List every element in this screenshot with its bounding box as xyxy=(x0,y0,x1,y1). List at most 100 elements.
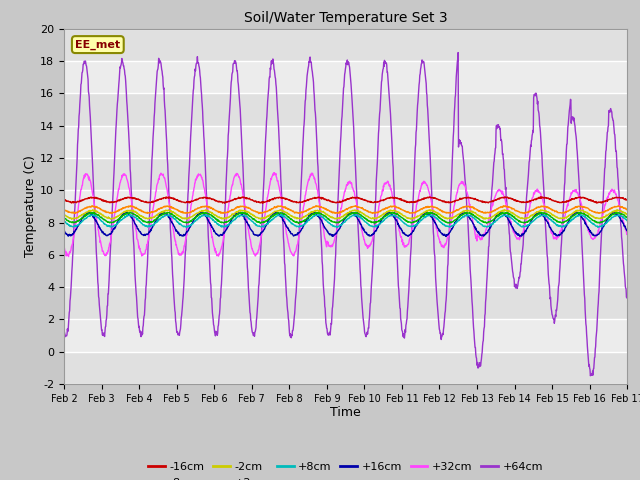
+32cm xyxy=(312,180,319,185)
+8cm xyxy=(311,212,319,218)
Line: +64cm: +64cm xyxy=(64,53,627,376)
Bar xyxy=(64,352,627,384)
+32cm xyxy=(60,243,68,249)
+16cm xyxy=(623,228,631,233)
+8cm xyxy=(127,212,134,218)
+16cm xyxy=(311,209,319,215)
+8cm xyxy=(300,222,307,228)
Text: EE_met: EE_met xyxy=(76,39,120,50)
-2cm xyxy=(68,216,76,222)
+2cm xyxy=(300,218,308,224)
+64cm xyxy=(60,324,68,330)
+32cm xyxy=(127,196,134,202)
+16cm xyxy=(104,233,111,239)
Bar xyxy=(64,158,627,190)
-2cm xyxy=(613,207,621,213)
-2cm xyxy=(300,214,307,220)
Bar xyxy=(64,126,627,158)
Y-axis label: Temperature (C): Temperature (C) xyxy=(24,156,37,257)
+16cm xyxy=(300,224,307,229)
+8cm xyxy=(321,217,329,223)
-16cm xyxy=(311,195,319,201)
+8cm xyxy=(381,216,389,222)
Bar xyxy=(64,29,627,61)
+2cm xyxy=(257,220,264,226)
-2cm xyxy=(381,210,388,216)
+16cm xyxy=(127,213,134,219)
-16cm xyxy=(426,194,434,200)
+32cm xyxy=(322,239,330,244)
-8cm xyxy=(104,209,111,215)
Line: +8cm: +8cm xyxy=(64,215,627,228)
+2cm xyxy=(126,209,134,215)
Line: +32cm: +32cm xyxy=(64,173,627,256)
-8cm xyxy=(300,209,307,215)
+16cm xyxy=(321,225,329,231)
+2cm xyxy=(381,213,389,219)
Title: Soil/Water Temperature Set 3: Soil/Water Temperature Set 3 xyxy=(244,11,447,25)
-8cm xyxy=(322,206,330,212)
-2cm xyxy=(321,211,329,216)
+64cm xyxy=(623,295,631,301)
Line: +2cm: +2cm xyxy=(64,212,627,223)
+64cm xyxy=(454,50,462,56)
+2cm xyxy=(60,215,68,220)
-2cm xyxy=(311,208,319,214)
+16cm xyxy=(160,209,168,215)
+64cm xyxy=(321,303,328,309)
-2cm xyxy=(127,208,134,214)
-8cm xyxy=(623,207,631,213)
+64cm xyxy=(381,58,388,63)
+2cm xyxy=(104,219,111,225)
Bar xyxy=(64,223,627,255)
-16cm xyxy=(104,199,111,204)
-16cm xyxy=(127,195,134,201)
+8cm xyxy=(104,223,111,229)
+8cm xyxy=(333,225,341,230)
-8cm xyxy=(312,203,320,209)
-16cm xyxy=(321,196,329,202)
+64cm xyxy=(299,141,307,147)
+16cm xyxy=(60,228,68,234)
+64cm xyxy=(586,373,594,379)
-16cm xyxy=(300,199,307,204)
+16cm xyxy=(442,234,450,240)
+64cm xyxy=(104,303,111,309)
+8cm xyxy=(623,218,631,224)
+64cm xyxy=(127,170,134,176)
+32cm xyxy=(381,180,389,186)
-8cm xyxy=(311,204,319,210)
-8cm xyxy=(60,207,68,213)
-2cm xyxy=(623,212,631,217)
Bar xyxy=(64,190,627,223)
Line: -8cm: -8cm xyxy=(64,206,627,214)
-2cm xyxy=(104,215,112,221)
-2cm xyxy=(60,211,68,217)
+32cm xyxy=(65,253,72,259)
Bar xyxy=(64,319,627,352)
+32cm xyxy=(104,248,112,253)
-8cm xyxy=(381,205,389,211)
X-axis label: Time: Time xyxy=(330,407,361,420)
-16cm xyxy=(60,196,68,202)
+2cm xyxy=(312,210,319,216)
-16cm xyxy=(623,197,631,203)
+16cm xyxy=(381,213,388,219)
Bar xyxy=(64,287,627,319)
-16cm xyxy=(381,197,388,203)
+32cm xyxy=(271,170,278,176)
-16cm xyxy=(221,200,228,206)
Line: -16cm: -16cm xyxy=(64,197,627,203)
+64cm xyxy=(311,100,319,106)
+2cm xyxy=(623,215,631,220)
+2cm xyxy=(127,210,134,216)
+8cm xyxy=(274,212,282,217)
Bar xyxy=(64,255,627,287)
+2cm xyxy=(322,214,330,219)
+8cm xyxy=(60,217,68,223)
+32cm xyxy=(300,203,308,209)
-8cm xyxy=(127,204,134,209)
Bar xyxy=(64,61,627,94)
Legend: -16cm, -8cm, -2cm, +2cm, +8cm, +16cm, +32cm, +64cm: -16cm, -8cm, -2cm, +2cm, +8cm, +16cm, +3… xyxy=(144,457,547,480)
Line: +16cm: +16cm xyxy=(64,212,627,237)
